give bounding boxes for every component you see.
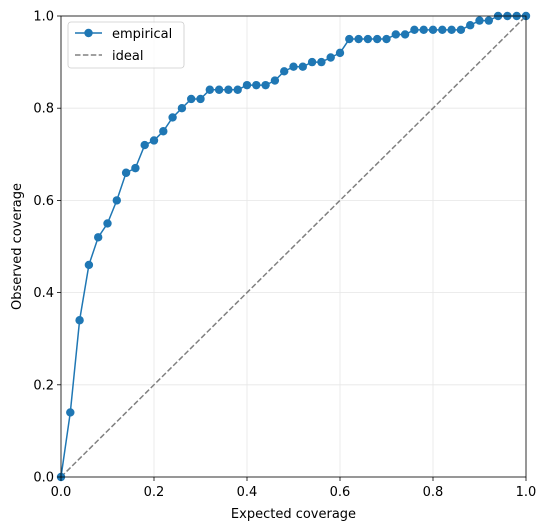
empirical-point bbox=[475, 16, 484, 25]
empirical-point bbox=[149, 136, 159, 145]
empirical-point bbox=[84, 260, 94, 270]
y-tick-label: 0.6 bbox=[33, 194, 54, 209]
empirical-point bbox=[159, 127, 168, 136]
empirical-point bbox=[317, 57, 326, 67]
y-tick-label: 0.0 bbox=[33, 471, 54, 486]
empirical-point bbox=[289, 62, 298, 71]
x-tick-label: 0.0 bbox=[51, 485, 72, 500]
empirical-point bbox=[400, 30, 410, 39]
x-axis-label: Expected coverage bbox=[231, 507, 356, 522]
empirical-point bbox=[280, 67, 289, 76]
empirical-point bbox=[224, 85, 233, 94]
empirical-point bbox=[205, 85, 214, 94]
empirical-point bbox=[177, 104, 187, 113]
empirical-point bbox=[196, 94, 205, 104]
empirical-point bbox=[373, 34, 382, 44]
empirical-point bbox=[345, 34, 354, 44]
y-tick-label: 0.8 bbox=[33, 102, 54, 117]
y-tick-label: 1.0 bbox=[33, 10, 54, 25]
empirical-point bbox=[261, 80, 270, 90]
empirical-point bbox=[326, 53, 335, 62]
empirical-point bbox=[307, 57, 317, 67]
legend-empirical-label: empirical bbox=[112, 27, 172, 42]
x-tick-label: 0.2 bbox=[144, 485, 165, 500]
y-axis-label: Observed coverage bbox=[10, 183, 25, 310]
empirical-point bbox=[438, 25, 447, 35]
empirical-point bbox=[382, 34, 391, 44]
x-tick-label: 0.8 bbox=[423, 485, 444, 500]
x-tick-label: 0.6 bbox=[330, 485, 351, 500]
empirical-point bbox=[456, 25, 466, 35]
empirical-point bbox=[140, 140, 149, 150]
ideal-line bbox=[60, 15, 527, 478]
empirical-point bbox=[103, 219, 112, 228]
empirical-point bbox=[121, 168, 131, 177]
x-tick-label: 0.4 bbox=[237, 485, 258, 500]
empirical-point bbox=[66, 408, 75, 417]
empirical-point bbox=[298, 62, 307, 71]
empirical-point bbox=[75, 316, 84, 325]
empirical-point bbox=[242, 80, 252, 90]
empirical-point bbox=[94, 233, 103, 242]
empirical-point bbox=[447, 25, 456, 35]
grid bbox=[60, 15, 527, 478]
empirical-point bbox=[187, 94, 196, 104]
axis-ticks: 0.0 0.2 0.4 0.6 0.8 1.0 0.0 0.2 0.4 0.6 0.8 1.0 bbox=[33, 10, 536, 501]
legend-empirical-marker bbox=[84, 28, 93, 38]
empirical-point bbox=[112, 196, 122, 205]
empirical-point bbox=[214, 85, 224, 94]
plot-area-frame bbox=[60, 15, 527, 478]
empirical-point bbox=[410, 25, 419, 35]
empirical-point bbox=[168, 113, 177, 122]
y-tick-label: 0.4 bbox=[33, 286, 54, 301]
empirical-point bbox=[270, 76, 280, 85]
empirical-point bbox=[428, 25, 438, 35]
empirical-point bbox=[363, 34, 373, 44]
series-layer bbox=[56, 11, 531, 482]
empirical-point bbox=[131, 163, 140, 173]
empirical-point bbox=[466, 21, 475, 30]
x-tick-label: 1.0 bbox=[516, 485, 537, 500]
empirical-point bbox=[484, 16, 493, 25]
empirical-point bbox=[335, 48, 345, 58]
empirical-point bbox=[233, 85, 242, 94]
y-tick-label: 0.2 bbox=[33, 378, 54, 393]
legend: empirical ideal bbox=[67, 21, 185, 69]
empirical-point bbox=[391, 30, 400, 39]
empirical-point bbox=[419, 25, 428, 35]
empirical-point bbox=[252, 80, 261, 90]
legend-ideal-label: ideal bbox=[112, 49, 143, 64]
empirical-point bbox=[354, 34, 363, 44]
